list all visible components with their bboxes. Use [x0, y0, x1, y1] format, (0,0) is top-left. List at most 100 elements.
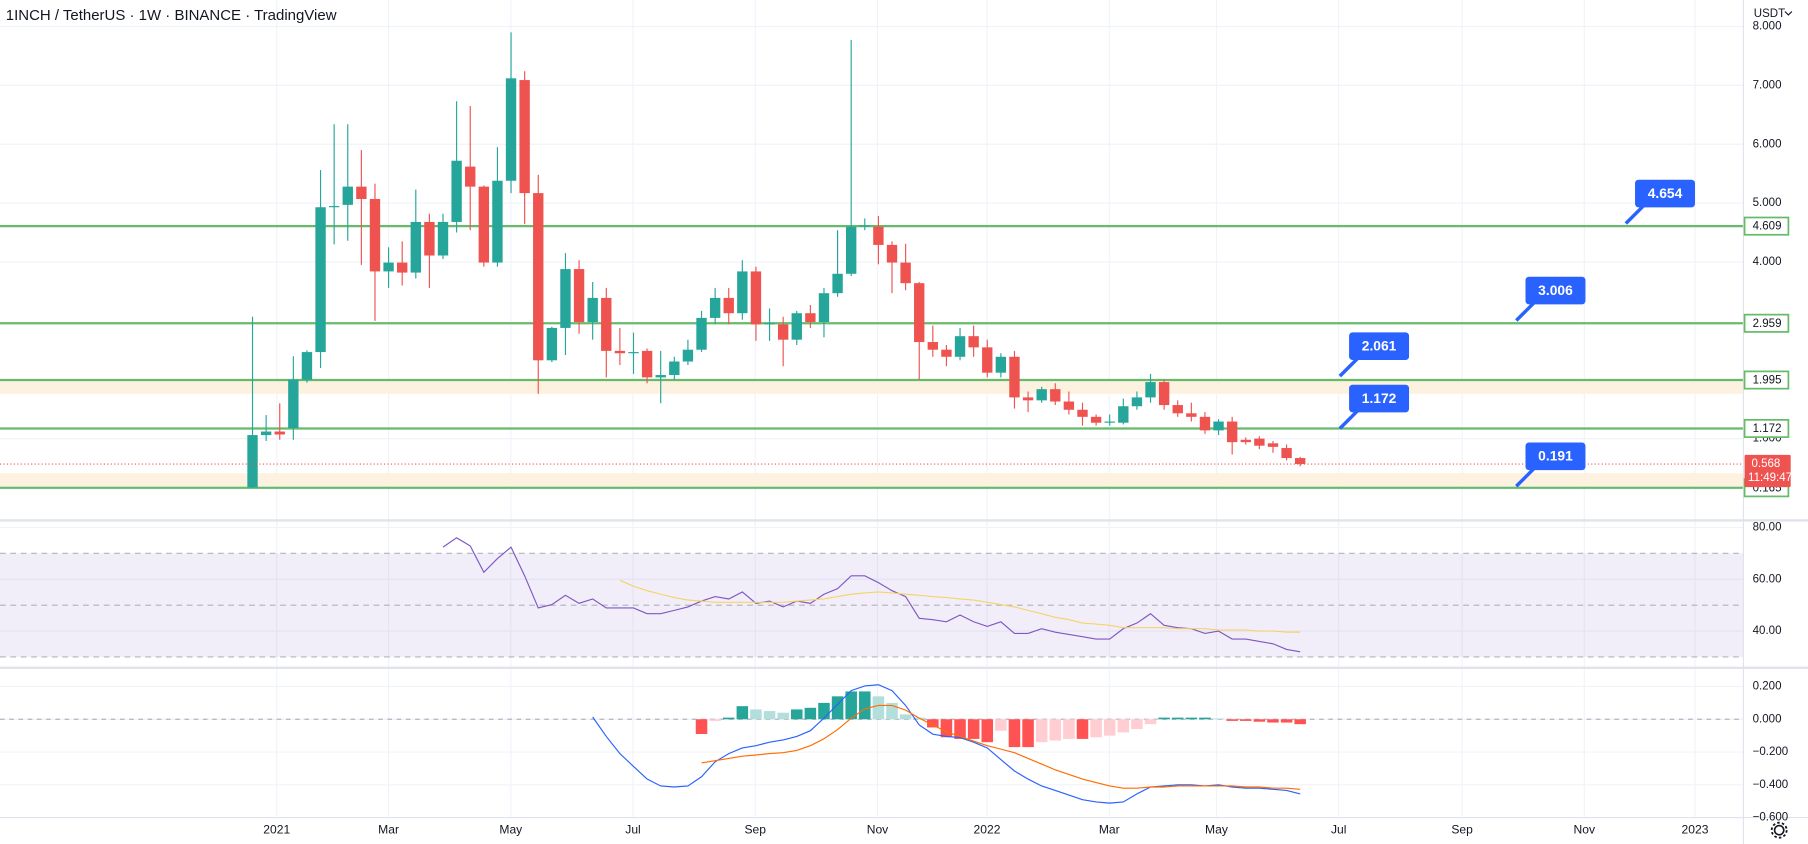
candle-body: [505, 78, 517, 181]
candle-body: [288, 379, 299, 429]
candle-body: [1226, 421, 1238, 443]
settings-icon[interactable]: [1770, 821, 1788, 839]
callout-box: [1525, 276, 1586, 305]
candle-body: [1104, 421, 1115, 423]
candle-body: [818, 293, 830, 323]
histogram-bar: [940, 719, 953, 738]
candle-body: [941, 349, 952, 357]
histogram-bar: [1280, 719, 1293, 723]
candle-body: [492, 180, 503, 263]
level-label: 1.172: [1753, 423, 1782, 435]
x-tick-label: Mar: [1099, 822, 1120, 836]
candle-body: [614, 350, 626, 354]
histogram-bar: [1022, 719, 1034, 748]
callout-pointer: [1338, 356, 1360, 378]
candle-body: [1131, 397, 1143, 407]
x-tick-label: May: [1205, 822, 1229, 836]
candle-body: [1213, 421, 1224, 431]
histogram-bar: [1253, 719, 1266, 722]
x-tick-label: Nov: [867, 822, 888, 836]
histogram-bar: [1171, 717, 1184, 720]
level-label-box: [1743, 216, 1790, 236]
y-tick-label: −0.200: [1753, 746, 1789, 758]
histogram-bar: [954, 719, 966, 739]
candle-body: [533, 193, 544, 361]
histogram-bar: [859, 691, 871, 720]
candle-body: [1009, 356, 1020, 398]
candle-body: [451, 160, 462, 222]
y-tick-label: 60.00: [1753, 573, 1782, 585]
candle-body: [832, 273, 843, 294]
candle-body: [1240, 439, 1251, 443]
candle-body: [1118, 406, 1129, 423]
candle-body: [1199, 416, 1211, 431]
histogram-bar: [1008, 719, 1021, 748]
rsi-line: [442, 537, 1301, 653]
x-tick-label: May: [499, 822, 523, 836]
candle-body: [1022, 397, 1034, 401]
candle-body: [1036, 389, 1047, 401]
candle-body: [805, 313, 816, 323]
candle-body: [900, 262, 911, 284]
callout-pointer: [1515, 300, 1536, 322]
histogram-bar: [981, 719, 994, 743]
macd-line: [592, 684, 1301, 804]
histogram-bar: [1049, 719, 1062, 741]
x-tick-label: 2022: [974, 822, 1001, 836]
candle-body: [328, 206, 340, 208]
candle-body: [737, 271, 748, 314]
histogram-bar: [791, 709, 803, 720]
histogram-bar: [872, 696, 885, 720]
zone: [0, 473, 1744, 486]
histogram-bar: [804, 707, 817, 720]
histogram-bar: [831, 696, 844, 720]
gear[interactable]: [1773, 824, 1785, 836]
currency-caret[interactable]: [1784, 11, 1793, 16]
histogram-bar: [1240, 719, 1252, 721]
x-tick-label: Jul: [625, 822, 640, 836]
currency[interactable]: USDT: [1754, 8, 1785, 20]
candle-body: [1267, 443, 1279, 447]
candle-body: [669, 361, 680, 376]
candle-body: [777, 324, 789, 340]
x-tick-label: Jul: [1331, 822, 1346, 836]
candle-body: [1050, 389, 1061, 402]
candle-body: [886, 244, 898, 263]
candle-body: [764, 323, 775, 325]
candle-body: [465, 166, 476, 187]
histogram-bar: [1090, 719, 1102, 738]
candle-body: [927, 342, 939, 350]
candle-body: [696, 317, 707, 350]
histogram-bar: [1103, 719, 1116, 736]
chart-title: 1INCH / TetherUS · 1W · BINANCE · Tradin…: [6, 7, 337, 24]
rsi-line: [619, 579, 1301, 633]
histogram-bar: [845, 691, 857, 720]
y-tick-label: 5.000: [1753, 197, 1782, 209]
callout-box: [1525, 442, 1586, 471]
candle-body: [424, 221, 435, 256]
candle-body: [315, 207, 326, 353]
histogram-bar: [1076, 719, 1089, 739]
macd-line: [701, 704, 1301, 790]
candle-body: [1077, 409, 1088, 417]
candle-body: [587, 297, 598, 323]
histogram-bar: [995, 719, 1007, 731]
candle-body: [954, 336, 966, 357]
candle-body: [846, 226, 857, 274]
callout-label: 0.191: [1538, 448, 1573, 464]
candle-body: [655, 375, 666, 378]
histogram-bar: [1212, 718, 1225, 720]
label-layer: 2021 Mar May Jul Sep Nov 2022 Mar May Jul Sep Nov 20…: [263, 21, 1792, 837]
gear-teeth[interactable]: [1770, 821, 1788, 839]
histogram-bar: [1226, 719, 1238, 721]
zone: [0, 379, 1744, 394]
candle-body: [342, 186, 353, 205]
level-label: 2.959: [1753, 318, 1782, 330]
candle-body: [437, 221, 449, 256]
histogram-bar: [1144, 719, 1157, 725]
x-tick-label: Sep: [1451, 822, 1473, 836]
candle-body: [369, 198, 381, 272]
candle-body: [356, 186, 367, 199]
